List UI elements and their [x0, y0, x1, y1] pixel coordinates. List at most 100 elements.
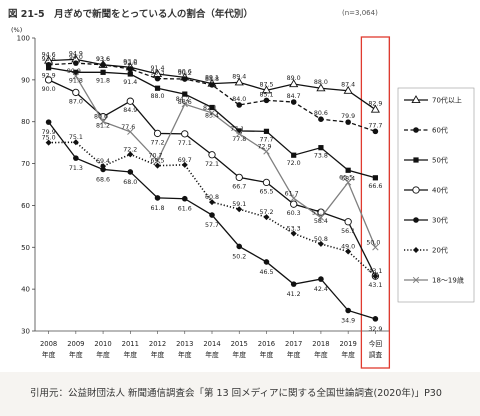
data-point-marker — [181, 76, 188, 82]
y-tick-label: 70 — [21, 160, 30, 168]
data-label: 75.0 — [42, 135, 56, 142]
x-tick-label: 2017 年度 — [285, 340, 302, 359]
data-point-marker — [345, 179, 352, 186]
x-tick-label: 2014 年度 — [203, 340, 220, 359]
data-point-marker — [372, 244, 379, 251]
data-label: 41.2 — [287, 291, 301, 298]
data-point-marker — [236, 130, 243, 138]
data-point-marker — [345, 119, 351, 125]
legend-label: 30代 — [432, 216, 448, 225]
data-label: 57.7 — [205, 222, 219, 229]
data-label: 73.8 — [314, 153, 328, 160]
x-tick-label: 2009 年度 — [67, 340, 84, 359]
data-point-marker — [372, 273, 379, 280]
data-point-marker — [154, 85, 161, 91]
data-point-marker — [372, 175, 378, 181]
data-label: 87.4 — [341, 82, 355, 89]
data-label: 90.6 — [178, 68, 192, 75]
x-tick-label: 2018 年度 — [312, 340, 329, 359]
data-point-marker — [73, 69, 79, 75]
x-tick-label: 2016 年度 — [258, 340, 275, 359]
data-point-marker — [209, 199, 215, 206]
data-label: 80.6 — [314, 110, 328, 117]
data-point-marker — [345, 248, 352, 255]
data-label: 57.1 — [312, 210, 326, 217]
y-tick-label: 90 — [21, 76, 30, 84]
data-point-marker — [318, 276, 324, 282]
data-point-marker — [413, 217, 419, 223]
data-label: 92.9 — [42, 73, 56, 80]
data-label: 80.0 — [94, 114, 108, 121]
legend-label: 60代 — [432, 126, 448, 135]
data-point-marker — [209, 212, 215, 218]
data-label: 77.1 — [178, 140, 192, 147]
data-label: 87.0 — [69, 98, 83, 105]
data-label: 34.9 — [341, 317, 355, 324]
data-label: 84.0 — [232, 96, 246, 103]
data-label: 77.7 — [259, 136, 273, 143]
data-point-marker — [345, 307, 351, 314]
data-point-marker — [73, 155, 79, 161]
data-label: 46.5 — [259, 269, 273, 276]
data-point-marker — [208, 109, 216, 117]
data-label: 91.4 — [151, 65, 165, 72]
data-point-marker — [290, 99, 297, 105]
data-label: 49.0 — [341, 243, 355, 250]
data-label: 66.6 — [368, 183, 382, 190]
data-point-marker — [209, 104, 215, 111]
data-point-marker — [181, 130, 189, 138]
data-label: 89.1 — [205, 75, 219, 82]
legend-label: 70代以上 — [432, 96, 462, 105]
data-point-marker — [263, 214, 270, 221]
legend-label: 20代 — [432, 246, 448, 255]
data-point-marker — [413, 247, 419, 253]
data-point-marker — [370, 104, 380, 113]
data-point-marker — [99, 118, 107, 125]
data-point-marker — [263, 259, 270, 265]
data-point-marker — [154, 195, 161, 201]
data-label: 50.0 — [366, 239, 380, 246]
data-point-marker — [235, 173, 243, 182]
data-label: 88.0 — [314, 79, 328, 86]
series-line — [75, 75, 376, 248]
data-point-marker — [343, 85, 353, 94]
data-label: 53.3 — [287, 225, 301, 232]
data-label: 65.5 — [339, 174, 353, 181]
data-point-marker — [290, 195, 297, 202]
data-point-marker — [236, 206, 243, 213]
data-label: 91.4 — [123, 79, 137, 86]
data-label: 69.4 — [96, 158, 110, 165]
data-label: 72.2 — [123, 146, 137, 153]
data-label: 94.6 — [42, 52, 56, 59]
y-tick-label: 100 — [17, 35, 30, 43]
data-label: 94.9 — [69, 50, 83, 57]
x-tick-label: 2013 年度 — [176, 340, 193, 359]
x-tick-label: 2015 年度 — [231, 340, 248, 359]
data-label: 94.0 — [69, 54, 83, 61]
data-point-marker — [413, 157, 419, 163]
data-label: 79.9 — [341, 113, 355, 120]
data-label: 90.0 — [42, 86, 56, 93]
data-label: 81.2 — [96, 123, 110, 130]
data-point-marker — [72, 72, 79, 80]
data-point-marker — [127, 66, 134, 72]
line-chart: (%) 30 40 50 60 70 80 90 100 2008 年度 2009 年度 2010 年度 20… — [11, 26, 475, 369]
data-label: 56.1 — [341, 228, 355, 235]
legend-label: 50代 — [432, 156, 448, 165]
data-label: 72.0 — [287, 160, 301, 167]
y-tick-label: 80 — [21, 118, 30, 126]
data-point-marker — [236, 128, 242, 134]
data-point-marker — [44, 76, 53, 84]
data-point-marker — [46, 65, 52, 71]
data-point-marker — [289, 79, 299, 88]
legend-label: 18～19歳 — [432, 276, 464, 285]
data-label: 68.0 — [123, 179, 137, 186]
data-point-marker — [317, 214, 325, 221]
data-label: 43.1 — [368, 268, 382, 275]
data-point-marker — [127, 71, 133, 77]
data-point-marker — [345, 167, 351, 173]
data-label: 69.7 — [178, 157, 192, 164]
data-label: 58.4 — [314, 218, 328, 225]
data-point-marker — [372, 316, 379, 322]
data-point-marker — [234, 77, 244, 86]
